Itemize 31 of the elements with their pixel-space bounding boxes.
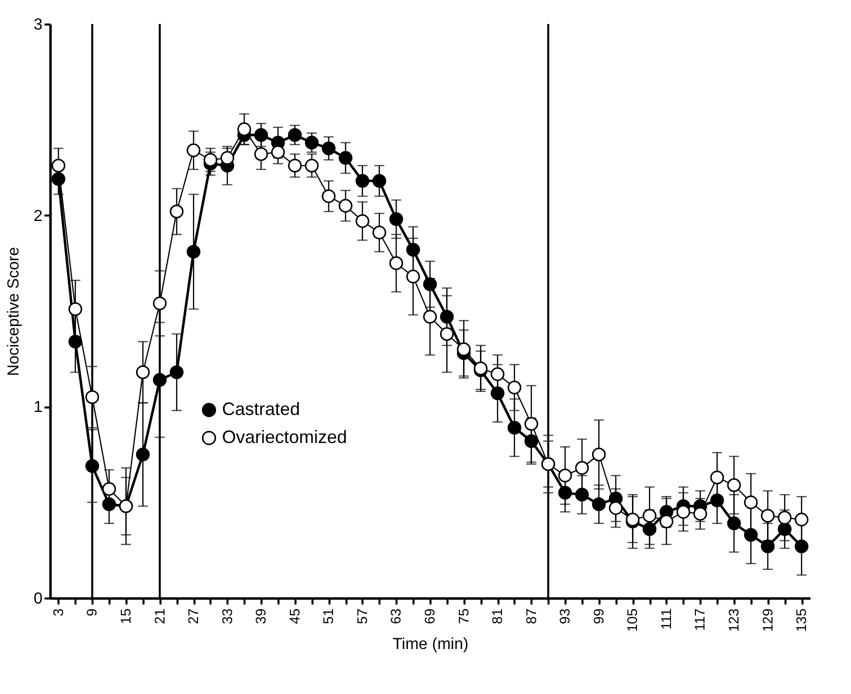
y-tick-label: 3 <box>34 16 43 34</box>
x-tick-label: 87 <box>522 608 539 624</box>
x-tick-label: 21 <box>151 608 168 624</box>
x-tick-label: 135 <box>793 608 810 632</box>
x-tick-label: 3 <box>50 608 66 616</box>
x-tick-label: 39 <box>252 608 269 624</box>
x-tick-label: 63 <box>388 608 404 624</box>
x-axis-title: Time (min) <box>392 636 468 653</box>
legend-label: Castrated <box>222 399 300 419</box>
x-tick-label: 81 <box>489 608 506 624</box>
x-tick-label: 123 <box>726 608 742 632</box>
x-tick-label: 93 <box>556 608 573 624</box>
x-tick-label: 33 <box>218 608 235 624</box>
x-tick-label: 111 <box>658 608 674 630</box>
x-tick-label: 75 <box>455 608 472 624</box>
x-tick-label: 117 <box>692 608 708 631</box>
y-tick-label: 1 <box>34 399 43 416</box>
legend-label: Ovariectomized <box>222 427 348 447</box>
y-tick-label: 2 <box>34 208 43 225</box>
x-tick-label: 9 <box>84 608 100 616</box>
x-tick-label: 15 <box>118 608 134 624</box>
y-tick-label: 0 <box>34 590 43 608</box>
x-tick-label: 69 <box>422 608 438 624</box>
x-tick-label: 27 <box>185 608 202 624</box>
y-axis-title: Nociceptive Score <box>6 246 23 376</box>
x-tick-label: 99 <box>590 608 606 624</box>
x-tick-label: 129 <box>759 608 776 632</box>
x-tick-label: 57 <box>354 608 370 624</box>
x-tick-label: 105 <box>624 608 640 632</box>
x-tick-label: 45 <box>286 608 302 624</box>
x-tick-label: 51 <box>320 608 336 624</box>
